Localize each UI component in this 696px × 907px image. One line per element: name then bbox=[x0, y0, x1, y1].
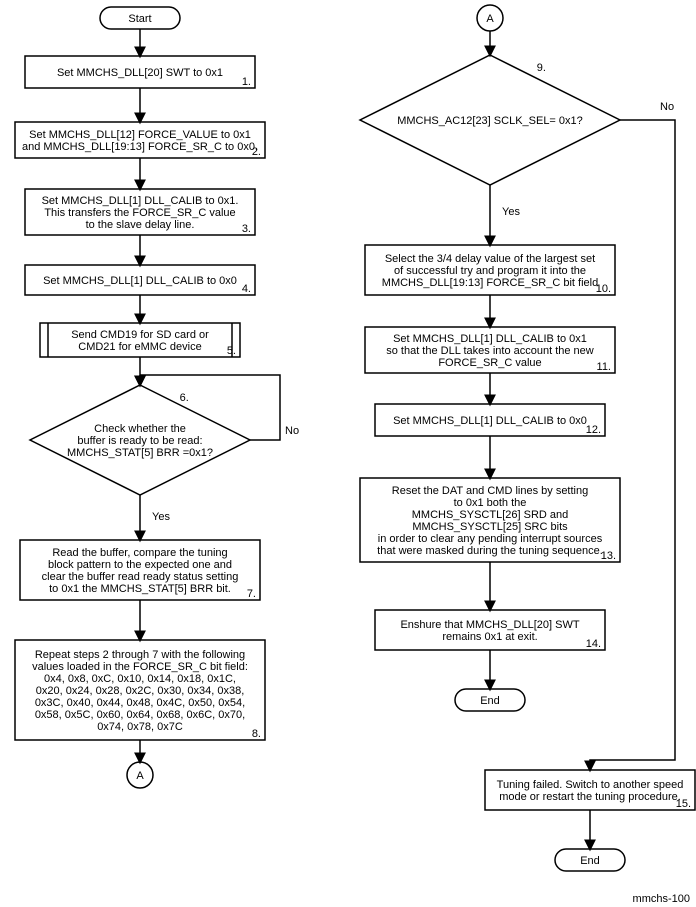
svg-text:Send CMD19 for SD card orCMD21: Send CMD19 for SD card orCMD21 for eMMC … bbox=[71, 329, 209, 353]
svg-text:9.: 9. bbox=[537, 62, 546, 74]
svg-text:Set MMCHS_DLL[1] DLL_CALIB to: Set MMCHS_DLL[1] DLL_CALIB to 0x0 bbox=[43, 275, 237, 287]
svg-text:Repeat steps 2 through 7 with: Repeat steps 2 through 7 with the follow… bbox=[32, 649, 248, 733]
svg-text:Set MMCHS_DLL[1] DLL_CALIB to: Set MMCHS_DLL[1] DLL_CALIB to 0x0 bbox=[393, 415, 587, 427]
svg-text:4.: 4. bbox=[242, 283, 251, 295]
svg-text:Select the 3/4 delay value of: Select the 3/4 delay value of the larges… bbox=[382, 253, 598, 289]
svg-text:End: End bbox=[480, 695, 500, 707]
svg-text:7.: 7. bbox=[247, 588, 256, 600]
svg-text:Set MMCHS_DLL[20] SWT to 0x1: Set MMCHS_DLL[20] SWT to 0x1 bbox=[57, 67, 223, 79]
svg-text:No: No bbox=[660, 101, 674, 113]
svg-text:8.: 8. bbox=[252, 728, 261, 740]
svg-text:Yes: Yes bbox=[502, 206, 520, 218]
svg-text:mmchs-100: mmchs-100 bbox=[633, 893, 690, 905]
svg-text:Start: Start bbox=[128, 13, 151, 25]
svg-text:13.: 13. bbox=[601, 550, 616, 562]
svg-text:3.: 3. bbox=[242, 223, 251, 235]
svg-text:End: End bbox=[580, 855, 600, 867]
svg-text:5.: 5. bbox=[227, 345, 236, 357]
svg-text:MMCHS_AC12[23] SCLK_SEL= 0x1?: MMCHS_AC12[23] SCLK_SEL= 0x1? bbox=[397, 115, 583, 127]
svg-text:Yes: Yes bbox=[152, 511, 170, 523]
svg-text:12.: 12. bbox=[586, 424, 601, 436]
svg-text:Read the buffer, compare the t: Read the buffer, compare the tuningblock… bbox=[42, 547, 239, 595]
svg-text:6.: 6. bbox=[180, 392, 189, 404]
svg-text:1.: 1. bbox=[242, 76, 251, 88]
svg-text:Tuning failed. Switch to anoth: Tuning failed. Switch to another speedmo… bbox=[497, 779, 684, 803]
svg-text:No: No bbox=[285, 425, 299, 437]
svg-text:Set MMCHS_DLL[12] FORCE_VALUE: Set MMCHS_DLL[12] FORCE_VALUE to 0x1and … bbox=[22, 129, 258, 153]
svg-text:14.: 14. bbox=[586, 638, 601, 650]
svg-text:A: A bbox=[136, 770, 144, 782]
svg-text:2.: 2. bbox=[252, 146, 261, 158]
svg-text:10.: 10. bbox=[596, 283, 611, 295]
svg-text:A: A bbox=[486, 13, 494, 25]
svg-text:15.: 15. bbox=[676, 798, 691, 810]
svg-text:11.: 11. bbox=[597, 361, 611, 373]
